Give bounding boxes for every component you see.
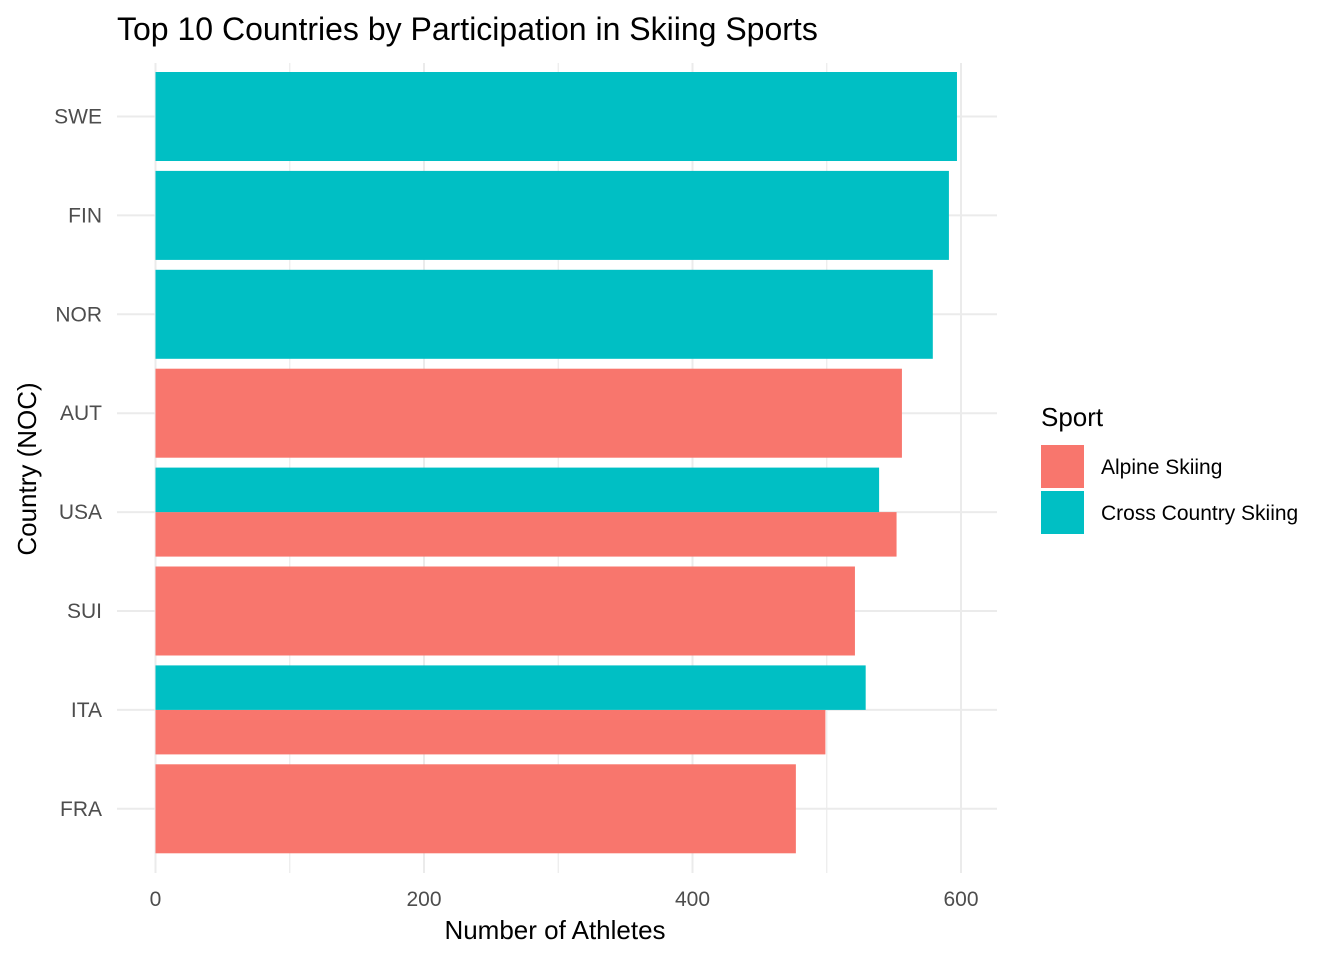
x-axis-title: Number of Athletes	[444, 915, 665, 945]
bar-ita-cross-country-skiing	[155, 665, 866, 710]
bar-aut-alpine-skiing	[155, 368, 902, 458]
legend-swatch	[1041, 491, 1084, 534]
y-tick-label: ITA	[71, 699, 102, 722]
bar-fin-cross-country-skiing	[155, 170, 949, 260]
y-tick-label: SUI	[67, 600, 102, 623]
x-tick-label: 200	[406, 888, 441, 911]
y-tick-label: FRA	[60, 798, 102, 821]
y-tick-label: SWE	[54, 106, 102, 129]
x-tick-label: 0	[150, 888, 162, 911]
legend-label: Alpine Skiing	[1101, 456, 1222, 479]
y-tick-label: AUT	[60, 402, 102, 425]
bar-sui-alpine-skiing	[155, 566, 855, 656]
y-tick-label: USA	[59, 501, 102, 524]
legend: Sport Alpine Skiing Cross Country Skiing	[1041, 402, 1298, 534]
x-axis-ticks: 0 200 400 600	[150, 888, 979, 911]
x-tick-label: 400	[675, 888, 710, 911]
y-tick-label: NOR	[55, 303, 102, 326]
bars	[155, 72, 957, 854]
bar-usa-cross-country-skiing	[155, 467, 880, 513]
legend-items: Alpine Skiing Cross Country Skiing	[1041, 445, 1298, 534]
y-axis-ticks: SWE FIN NOR AUT USA SUI ITA FRA	[54, 106, 102, 821]
bar-nor-cross-country-skiing	[155, 269, 933, 359]
y-axis-title: Country (NOC)	[12, 382, 42, 555]
legend-title: Sport	[1041, 402, 1104, 432]
plot-area: 0 200 400 600 SWE FIN NOR AUT USA SUI ITA FRA	[54, 63, 997, 911]
bar-usa-alpine-skiing	[155, 512, 897, 557]
x-tick-label: 600	[943, 888, 978, 911]
y-tick-label: FIN	[68, 204, 102, 227]
bar-swe-cross-country-skiing	[155, 72, 957, 161]
chart-title: Top 10 Countries by Participation in Ski…	[117, 11, 818, 47]
legend-swatch	[1041, 445, 1084, 488]
bar-ita-alpine-skiing	[155, 709, 826, 755]
legend-label: Cross Country Skiing	[1101, 502, 1298, 525]
bar-fra-alpine-skiing	[155, 764, 796, 854]
